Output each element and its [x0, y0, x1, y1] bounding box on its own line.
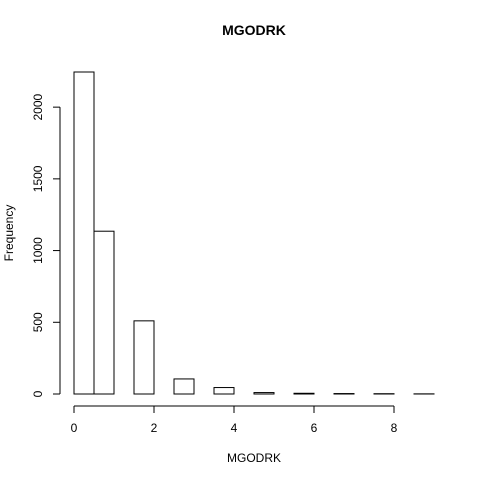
y-tick-label: 0: [31, 390, 45, 397]
y-tick-label: 1000: [31, 237, 45, 264]
y-tick-label: 2000: [31, 93, 45, 120]
histogram-bar: [133, 320, 155, 395]
histogram-bar: [253, 392, 275, 395]
y-axis: 0 500 1000 1500 2000: [31, 93, 61, 397]
x-tick-label: 2: [151, 421, 158, 435]
histogram-bar: [173, 378, 195, 395]
x-axis: 0 2 4 6 8: [71, 405, 398, 435]
x-tick-label: 0: [71, 421, 78, 435]
histogram-bar: [73, 71, 95, 395]
y-tick-label: 500: [31, 312, 45, 332]
histogram-bar: [93, 230, 115, 395]
histogram-bar: [293, 392, 315, 395]
x-tick-label: 6: [311, 421, 318, 435]
x-tick-label: 8: [391, 421, 398, 435]
y-axis-label: Frequency: [2, 205, 16, 262]
bars-group: [73, 71, 435, 395]
histogram-bar: [213, 387, 235, 395]
chart-title: MGODRK: [222, 22, 286, 38]
y-tick-label: 1500: [31, 165, 45, 192]
x-tick-label: 4: [231, 421, 238, 435]
x-axis-label: MGODRK: [227, 451, 281, 465]
